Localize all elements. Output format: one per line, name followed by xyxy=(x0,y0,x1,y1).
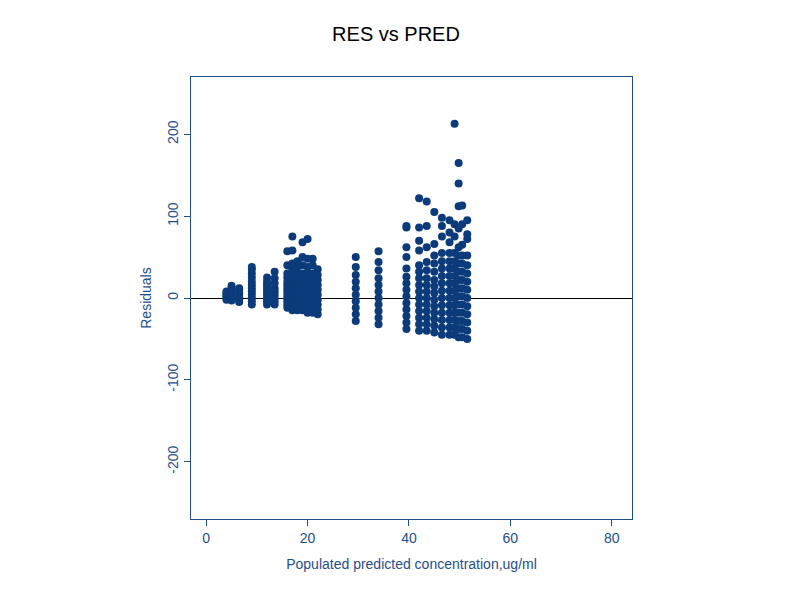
svg-text:40: 40 xyxy=(401,530,417,546)
svg-text:100: 100 xyxy=(165,202,181,226)
svg-text:60: 60 xyxy=(503,530,519,546)
svg-text:Populated predicted concentrat: Populated predicted concentration,ug/ml xyxy=(286,556,537,572)
svg-text:Residuals: Residuals xyxy=(138,267,154,328)
svg-text:0: 0 xyxy=(202,530,210,546)
svg-text:RES vs PRED: RES vs PRED xyxy=(332,23,460,45)
svg-text:-100: -100 xyxy=(165,364,181,392)
svg-text:200: 200 xyxy=(165,120,181,144)
svg-text:0: 0 xyxy=(165,292,181,300)
svg-text:80: 80 xyxy=(604,530,620,546)
svg-text:20: 20 xyxy=(300,530,316,546)
svg-text:-200: -200 xyxy=(165,445,181,473)
